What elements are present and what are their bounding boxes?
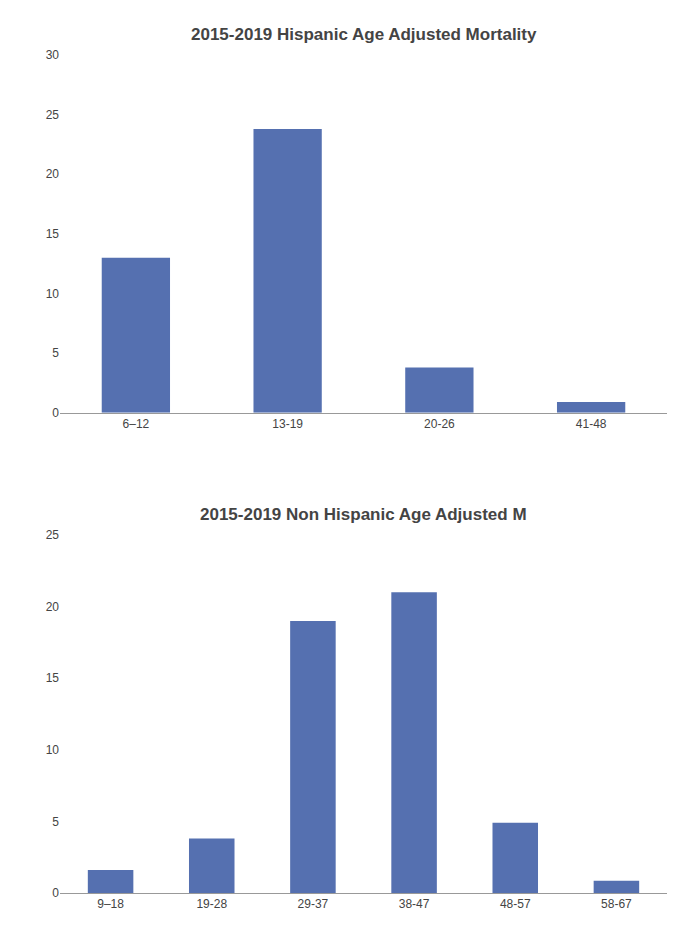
svg-text:30: 30	[46, 48, 60, 62]
svg-text:5: 5	[52, 346, 59, 360]
svg-text:15: 15	[46, 671, 60, 685]
svg-text:0: 0	[52, 886, 59, 900]
svg-text:41-48: 41-48	[576, 417, 607, 431]
svg-text:2015-2019 Hispanic Age Adjuste: 2015-2019 Hispanic Age Adjusted Mortalit…	[191, 25, 537, 44]
svg-text:19-28: 19-28	[196, 897, 227, 911]
svg-text:15: 15	[46, 227, 60, 241]
svg-text:9–18: 9–18	[97, 897, 124, 911]
svg-text:48-57: 48-57	[500, 897, 531, 911]
svg-text:0: 0	[52, 406, 59, 420]
svg-text:20: 20	[46, 167, 60, 181]
svg-text:25: 25	[46, 108, 60, 122]
svg-text:58-67: 58-67	[601, 897, 632, 911]
svg-text:20: 20	[46, 600, 60, 614]
svg-text:13-19: 13-19	[272, 417, 303, 431]
svg-text:20-26: 20-26	[424, 417, 455, 431]
svg-text:25: 25	[46, 528, 60, 542]
svg-text:29-37: 29-37	[298, 897, 329, 911]
svg-text:10: 10	[46, 743, 60, 757]
svg-text:5: 5	[52, 815, 59, 829]
svg-text:2015-2019 Non Hispanic Age Adj: 2015-2019 Non Hispanic Age Adjusted M	[200, 505, 527, 524]
svg-text:38-47: 38-47	[399, 897, 430, 911]
svg-text:6–12: 6–12	[123, 417, 150, 431]
svg-text:10: 10	[46, 287, 60, 301]
